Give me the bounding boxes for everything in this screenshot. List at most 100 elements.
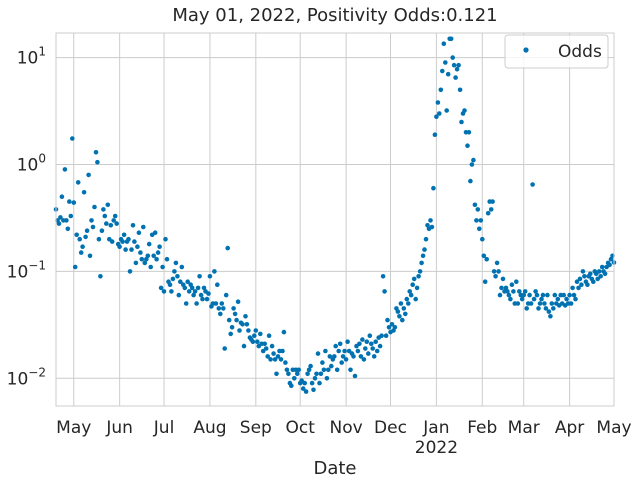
data-point	[561, 292, 566, 298]
data-point	[380, 274, 386, 279]
data-point	[370, 346, 376, 351]
data-point	[477, 226, 482, 232]
data-point	[161, 289, 167, 294]
data-point	[493, 274, 498, 279]
data-point	[519, 296, 525, 302]
data-point	[78, 250, 84, 255]
data-point	[229, 325, 235, 330]
data-point	[302, 380, 308, 386]
data-point	[200, 296, 205, 302]
data-point	[258, 331, 263, 337]
data-point	[363, 346, 368, 351]
plot-frame	[55, 32, 615, 407]
data-point	[531, 296, 537, 302]
data-point	[485, 210, 491, 216]
data-point	[567, 292, 572, 298]
y-tick-label: 101	[17, 45, 46, 69]
data-point	[95, 159, 100, 165]
data-point	[274, 371, 279, 377]
data-point	[423, 236, 429, 242]
data-point	[400, 317, 405, 323]
data-point	[252, 333, 257, 339]
data-point	[321, 367, 327, 373]
data-point	[595, 276, 600, 282]
data-point	[246, 328, 251, 333]
data-point	[281, 329, 287, 335]
data-point	[534, 292, 540, 298]
data-point	[148, 264, 153, 270]
data-point	[364, 339, 370, 345]
data-point	[403, 311, 408, 317]
data-point	[478, 218, 484, 223]
data-point	[59, 194, 65, 199]
data-point	[98, 274, 103, 279]
data-point	[117, 244, 122, 249]
data-point	[386, 325, 392, 330]
data-point	[121, 232, 127, 238]
data-point	[300, 386, 306, 391]
x-tick-label: Sep	[240, 418, 272, 438]
data-point	[511, 289, 516, 294]
y-tick-label: 10−1	[7, 258, 46, 282]
data-point	[588, 271, 593, 277]
data-point	[133, 260, 139, 266]
data-point	[385, 317, 390, 323]
chart-title: May 01, 2022, Positivity Odds:0.121	[172, 5, 497, 26]
data-point	[524, 306, 529, 311]
data-point	[75, 180, 81, 185]
data-point	[453, 75, 458, 80]
data-point	[185, 279, 190, 285]
data-point	[435, 100, 441, 105]
y-tick-base: 10	[7, 369, 29, 389]
data-point	[120, 239, 125, 244]
data-point	[65, 226, 71, 232]
data-point	[306, 367, 312, 373]
data-point	[537, 301, 543, 306]
data-point	[135, 244, 140, 249]
data-point	[540, 292, 546, 298]
data-point	[543, 306, 549, 311]
data-point	[81, 190, 87, 195]
data-point	[471, 157, 476, 163]
data-point	[77, 236, 82, 242]
data-point	[87, 253, 93, 259]
data-point	[408, 292, 414, 298]
data-point	[429, 224, 435, 230]
data-point	[438, 87, 444, 93]
data-point	[244, 322, 250, 327]
data-point	[289, 383, 294, 389]
data-point	[129, 247, 134, 252]
y-tick-exponent: −2	[28, 365, 46, 379]
y-tick-base: 10	[7, 262, 29, 282]
data-point	[197, 274, 202, 279]
data-point	[105, 202, 111, 208]
data-point	[339, 360, 345, 365]
data-point	[213, 301, 219, 306]
x-tick-label: May	[596, 418, 631, 438]
data-point	[343, 357, 349, 362]
data-point	[182, 285, 188, 291]
data-point	[434, 114, 439, 119]
data-point	[490, 199, 495, 204]
data-point	[64, 218, 69, 223]
data-point	[204, 296, 210, 302]
data-point	[466, 130, 472, 135]
data-point	[348, 367, 353, 373]
data-point	[145, 253, 151, 259]
data-point	[514, 279, 519, 285]
data-point	[320, 360, 325, 365]
data-point	[500, 276, 506, 282]
data-point	[337, 341, 343, 347]
x-tick-label: Oct	[286, 418, 316, 438]
data-point	[157, 244, 162, 249]
data-point	[68, 213, 74, 219]
data-point	[539, 296, 544, 302]
data-point	[582, 274, 587, 279]
data-point	[323, 348, 328, 354]
x-tick-label: May	[56, 418, 91, 438]
data-point	[521, 292, 526, 298]
data-point	[231, 306, 236, 311]
data-point	[351, 354, 356, 359]
data-point	[222, 346, 227, 351]
data-point	[292, 376, 297, 381]
